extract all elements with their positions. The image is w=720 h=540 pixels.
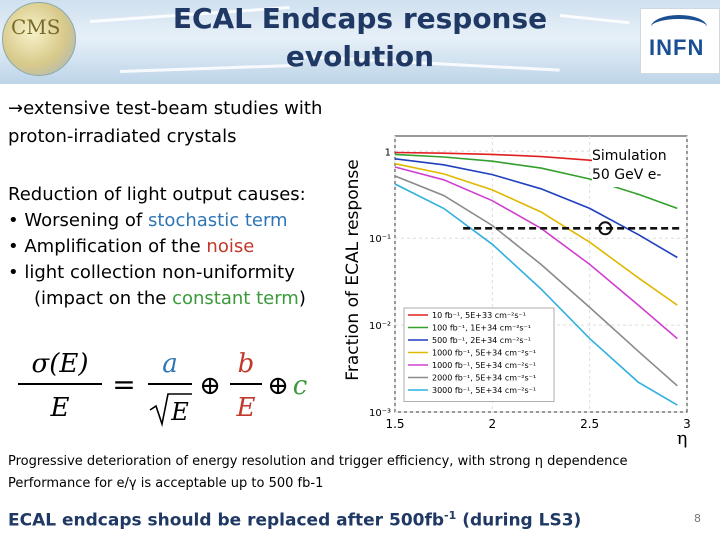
conclusion-text: ECAL endcaps should be replaced after 50…: [8, 510, 445, 531]
bullet-text: (impact on the: [34, 288, 173, 309]
series-line: [394, 175, 678, 387]
formula-stochastic-a: a: [162, 349, 178, 379]
intro-line-1: →extensive test-beam studies with: [8, 96, 322, 122]
conclusion: ECAL endcaps should be replaced after 50…: [8, 503, 581, 534]
series-line: [394, 158, 678, 259]
formula-constant-c: c: [293, 371, 308, 401]
x-tick-label: 2: [489, 417, 497, 431]
footer-line-2: Performance for e/γ is acceptable up to …: [8, 476, 324, 491]
y-axis-title: Fraction of ECAL response: [343, 159, 363, 380]
cause-bullet-noise: • Amplification of the noise: [8, 236, 255, 257]
formula-equals: =: [112, 368, 135, 401]
y-tick-label: 1: [385, 147, 391, 158]
arrow-icon: →: [8, 98, 24, 119]
bullet-text: light collection non-uniformity: [24, 262, 295, 283]
cms-logo: CMS: [2, 2, 76, 76]
intro-line-2: proton-irradiated crystals: [8, 126, 237, 147]
bullet-highlight: stochastic term: [148, 210, 288, 231]
infn-logo-arc: [651, 15, 707, 39]
infn-logo-text: INFN: [649, 35, 705, 60]
causes-heading: Reduction of light output causes:: [8, 184, 306, 205]
legend: 10 fb⁻¹, 5E+33 cm⁻²s⁻¹ 100 fb⁻¹, 1E+34 cm…: [403, 307, 555, 402]
reference-marker: [598, 221, 613, 236]
footer-line-1: Progressive deterioration of energy reso…: [8, 454, 628, 469]
cms-logo-text: CMS: [11, 15, 61, 39]
x-tick-label: 1.5: [385, 417, 404, 431]
bullet-text: ): [298, 288, 306, 309]
cause-bullet-nonuniformity: • light collection non-uniformity: [8, 262, 295, 283]
series-line: [394, 162, 678, 306]
sqrt-icon: [149, 393, 192, 428]
formula-lhs-denominator: E: [50, 393, 70, 423]
chart-y-axis-label: Fraction of ECAL response: [343, 159, 363, 380]
simulation-annotation: Simulation 50 GeV e-: [592, 147, 686, 187]
intro-text-1: extensive test-beam studies with: [23, 98, 323, 119]
formula-noise-b: b: [238, 349, 255, 379]
legend-entry: 10 fb⁻¹, 5E+33 cm⁻²s⁻¹: [432, 311, 526, 320]
legend-entry: 3000 fb⁻¹, 5E+34 cm⁻²s⁻¹: [432, 386, 536, 395]
legend-entry: 500 fb⁻¹, 2E+34 cm⁻²s⁻¹: [432, 336, 531, 345]
formula-lhs-numerator: σ(E): [31, 349, 88, 379]
conclusion-superscript: -1: [444, 509, 457, 522]
oplus-icon: ⊕: [267, 371, 289, 401]
x-axis-title: η: [677, 428, 688, 449]
page-number: 8: [694, 512, 701, 525]
conclusion-tail: (during LS3): [456, 510, 582, 531]
y-tick-label: 10⁻³: [369, 408, 391, 419]
y-tick-label: 10⁻¹: [369, 234, 391, 245]
bullet-highlight: noise: [206, 236, 255, 257]
x-tick-label: 2.5: [580, 417, 599, 431]
x-tick-label: 3: [683, 417, 691, 431]
legend-entry: 100 fb⁻¹, 1E+34 cm⁻²s⁻¹: [432, 324, 531, 333]
bullet-text: Worsening of: [24, 210, 148, 231]
series-line: [394, 153, 678, 210]
page-title: ECAL Endcaps response evolution: [172, 2, 548, 73]
cause-bullet-continuation: (impact on the constant term): [34, 286, 306, 312]
axis-ticks: 1.5 2 2.5 3 1 10⁻¹ 10⁻² 10⁻³: [369, 147, 691, 431]
cause-bullet-stochastic: • Worsening of stochastic term: [8, 210, 288, 231]
series-line: [394, 183, 678, 406]
legend-entry: 1000 fb⁻¹, 5E+34 cm⁻²s⁻¹: [432, 349, 536, 358]
y-tick-label: 10⁻²: [369, 321, 391, 332]
header-banner: [0, 0, 720, 84]
reference-line: [463, 221, 680, 236]
bullet-text: Amplification of the: [24, 236, 207, 257]
legend-entry: 1000 fb⁻¹, 5E+34 cm⁻²s⁻¹: [432, 361, 536, 370]
infn-logo: INFN: [640, 8, 720, 74]
legend-entry: 2000 fb⁻¹, 5E+34 cm⁻²s⁻¹: [432, 374, 536, 383]
oplus-icon: ⊕: [199, 371, 221, 401]
formula-noise-e: E: [236, 393, 256, 423]
formula-sqrt-e: E: [170, 398, 189, 426]
legend-box: [403, 307, 555, 402]
bullet-highlight: constant term: [172, 288, 299, 309]
resolution-formula: σ(E) E = a E ⊕ b E ⊕ c: [18, 349, 308, 428]
